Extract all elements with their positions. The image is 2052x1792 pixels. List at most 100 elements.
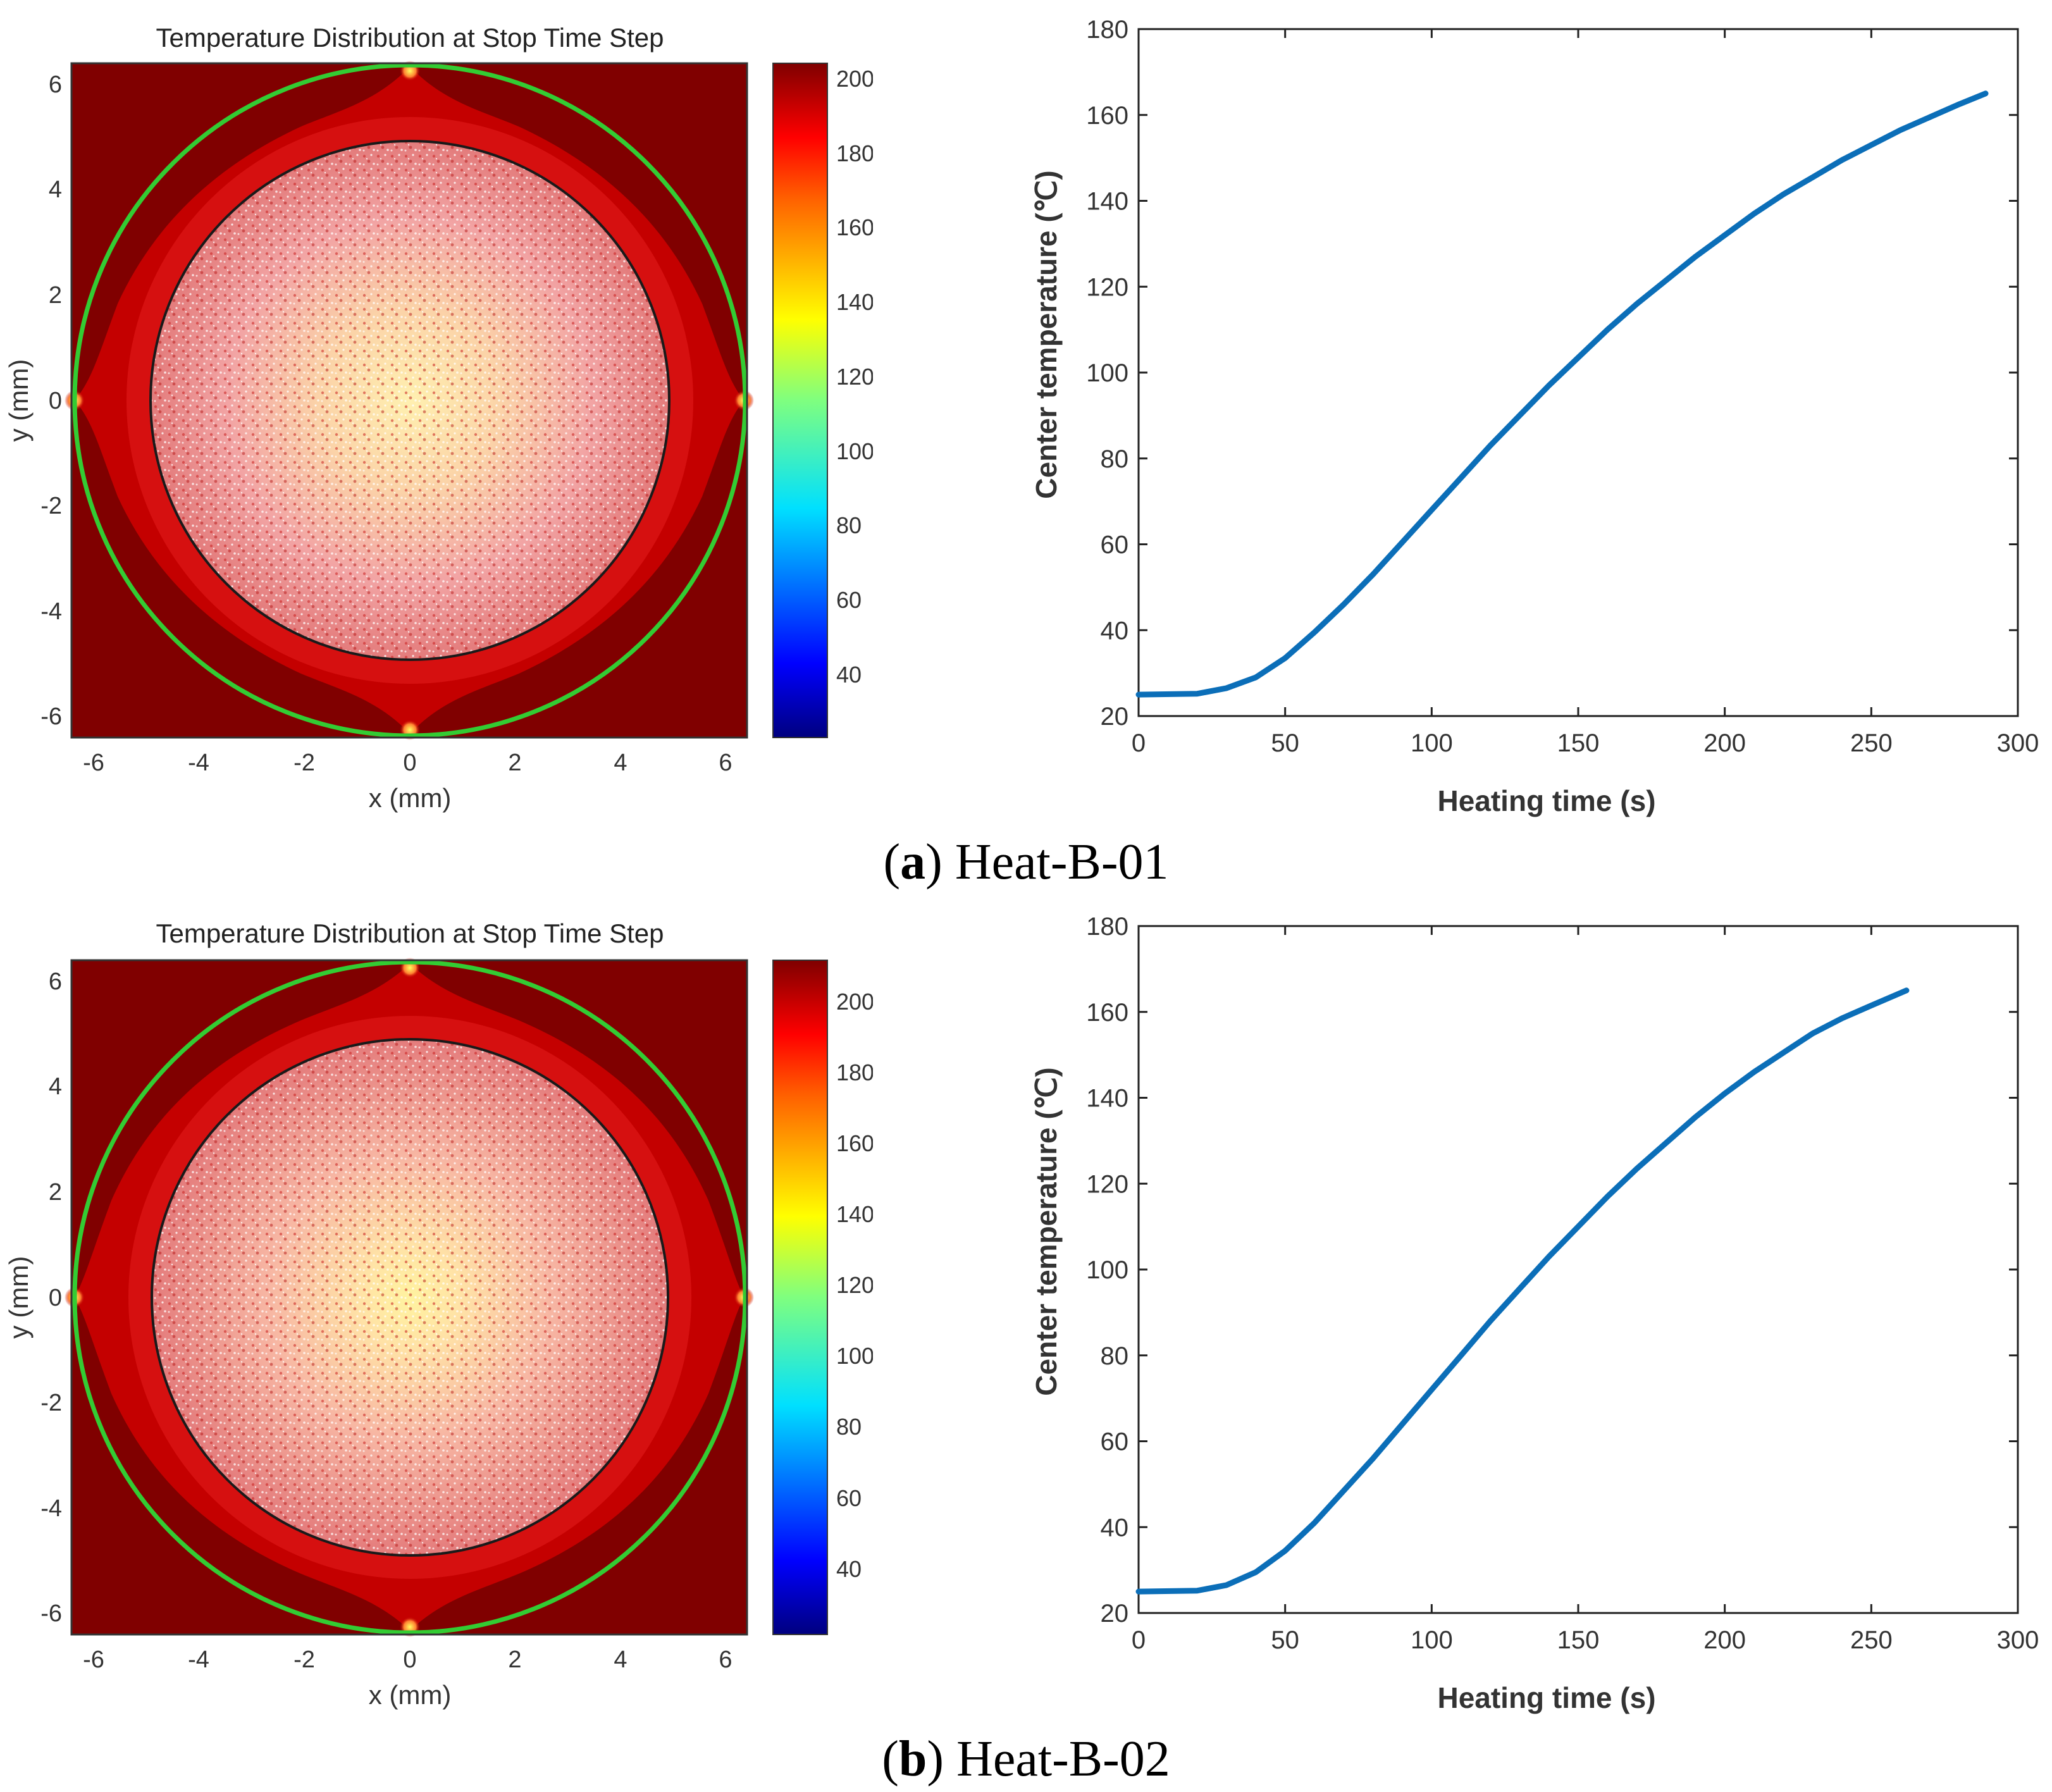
y-axis-label: Center temperature (℃) [1030, 170, 1063, 498]
colorbar-tick: 200 [836, 66, 873, 92]
particle-speckle-a [152, 142, 668, 658]
y-tick-label: 160 [1086, 102, 1128, 130]
y-tick-label: 40 [1101, 617, 1129, 645]
map-xticks-b: -6 -4 -2 0 2 4 6 [83, 1647, 732, 1673]
colorbar-tick: 160 [836, 214, 873, 240]
center-temperature-chart-a: 0 50 100 150 200 250 300 20 40 60 80 100 120 140 160 18… [1030, 16, 2039, 817]
colorbar-ticks-a: 200 180 160 140 120 100 80 60 40 [836, 66, 873, 688]
map-ytick: 6 [49, 968, 62, 995]
x-tick-label: 150 [1557, 729, 1600, 757]
caption-name: Heat-B-02 [956, 1731, 1170, 1787]
x-tick-label: 0 [1132, 729, 1146, 757]
map-xtick: 0 [403, 1647, 416, 1673]
map-xtick: 4 [614, 1647, 627, 1673]
colorbar-tick: 40 [836, 1556, 862, 1582]
map-xtick: 2 [508, 750, 521, 776]
map-xtick: -6 [83, 1647, 104, 1673]
particle-speckle-b [153, 1041, 667, 1554]
y-axis-label: Center temperature (℃) [1030, 1067, 1063, 1395]
x-tick-label: 250 [1850, 729, 1893, 757]
map-xtick: -2 [294, 750, 315, 776]
center-temperature-chart-b: 0 50 100 150 200 250 300 20 40 60 80 100 120 140 160 18… [1030, 913, 2039, 1714]
map-ytick: 4 [49, 1073, 62, 1100]
x-tick-label: 300 [1997, 729, 2039, 757]
map-xticks-a: -6 -4 -2 0 2 4 6 [83, 750, 732, 776]
map-xtick: -2 [294, 1647, 315, 1673]
colorbar-tick: 200 [836, 989, 873, 1015]
map-xlabel-a: x (mm) [369, 783, 452, 813]
map-xtick: 4 [614, 750, 627, 776]
boundary-circle-b [72, 960, 748, 1635]
colorbar-tick: 80 [836, 512, 862, 538]
map-frame-b [70, 959, 748, 1636]
colorbar-tick: 120 [836, 364, 873, 390]
x-tick-label: 50 [1271, 729, 1299, 757]
y-tick-label: 120 [1086, 1170, 1128, 1198]
plot-frame [1137, 28, 2019, 717]
y-tick-label: 100 [1086, 1256, 1128, 1284]
map-yticks-a: 6 4 2 0 -2 -4 -6 [40, 71, 62, 730]
y-tick-label: 120 [1086, 273, 1128, 301]
colorbar-tick: 140 [836, 289, 873, 315]
caption-letter: a [900, 834, 926, 890]
y-tick-label: 20 [1101, 1600, 1129, 1628]
map-ytick: 2 [49, 282, 62, 309]
y-tick-label: 80 [1101, 445, 1129, 473]
temperature-map-a: Temperature Distribution at Stop Time St… [4, 23, 873, 813]
colorbar-b [772, 960, 828, 1635]
map-xtick: 6 [719, 1647, 732, 1673]
y-tick-label: 60 [1101, 1428, 1129, 1456]
map-ylabel-a: y (mm) [4, 359, 34, 442]
colorbar-ticks-b: 200 180 160 140 120 100 80 60 40 [836, 989, 873, 1582]
colorbar-tick: 100 [836, 438, 873, 464]
map-ytick: 0 [49, 1285, 62, 1311]
y-tick-label: 100 [1086, 359, 1128, 387]
y-tick-label: 180 [1086, 16, 1128, 44]
map-ytick: -6 [40, 1600, 62, 1627]
x-tick-label: 200 [1703, 1626, 1746, 1654]
map-ytick: -6 [40, 703, 62, 730]
colorbar-tick: 40 [836, 662, 862, 688]
x-tick-label: 100 [1411, 1626, 1453, 1654]
colorbar-tick: 60 [836, 1485, 862, 1511]
y-tick-label: 180 [1086, 913, 1128, 941]
caption-name: Heat-B-01 [955, 834, 1169, 890]
series-line [1135, 987, 1910, 1595]
map-xlabel-b: x (mm) [369, 1680, 452, 1710]
map-ytick: -2 [40, 493, 62, 519]
map-ytick: -4 [40, 598, 62, 625]
x-tick-label: 300 [1997, 1626, 2039, 1654]
x-tick-label: 200 [1703, 729, 1746, 757]
map-ytick: 0 [49, 388, 62, 414]
y-tick-label: 60 [1101, 531, 1129, 559]
colorbar-tick: 180 [836, 1060, 873, 1085]
y-tick-label: 160 [1086, 999, 1128, 1027]
colorbar-tick: 140 [836, 1201, 873, 1227]
map-xtick: 6 [719, 750, 732, 776]
colorbar-tick: 120 [836, 1272, 873, 1298]
colorbar-tick: 100 [836, 1343, 873, 1369]
y-tick-label: 140 [1086, 1085, 1128, 1113]
colorbar-tick: 60 [836, 587, 862, 613]
map-xtick: -6 [83, 750, 104, 776]
colorbar-a [772, 63, 828, 738]
map-xtick: -4 [188, 750, 209, 776]
colorbar-tick: 180 [836, 140, 873, 166]
map-ytick: 6 [49, 71, 62, 98]
map-yticks-b: 6 4 2 0 -2 -4 -6 [40, 968, 62, 1627]
map-title-b: Temperature Distribution at Stop Time St… [156, 918, 664, 948]
map-frame-a [70, 62, 748, 739]
series-line [1135, 90, 1989, 698]
caption-letter: b [898, 1731, 927, 1787]
y-tick-label: 40 [1101, 1514, 1129, 1542]
map-ytick: 4 [49, 176, 62, 203]
colorbar-tick: 80 [836, 1414, 862, 1440]
x-tick-label: 150 [1557, 1626, 1600, 1654]
map-title-a: Temperature Distribution at Stop Time St… [156, 23, 664, 53]
map-ytick: 2 [49, 1179, 62, 1206]
caption-a: (a) Heat-B-01 [883, 834, 1169, 890]
y-tick-label: 20 [1101, 703, 1129, 731]
map-ytick: -4 [40, 1495, 62, 1522]
map-xtick: 0 [403, 750, 416, 776]
x-tick-label: 50 [1271, 1626, 1299, 1654]
